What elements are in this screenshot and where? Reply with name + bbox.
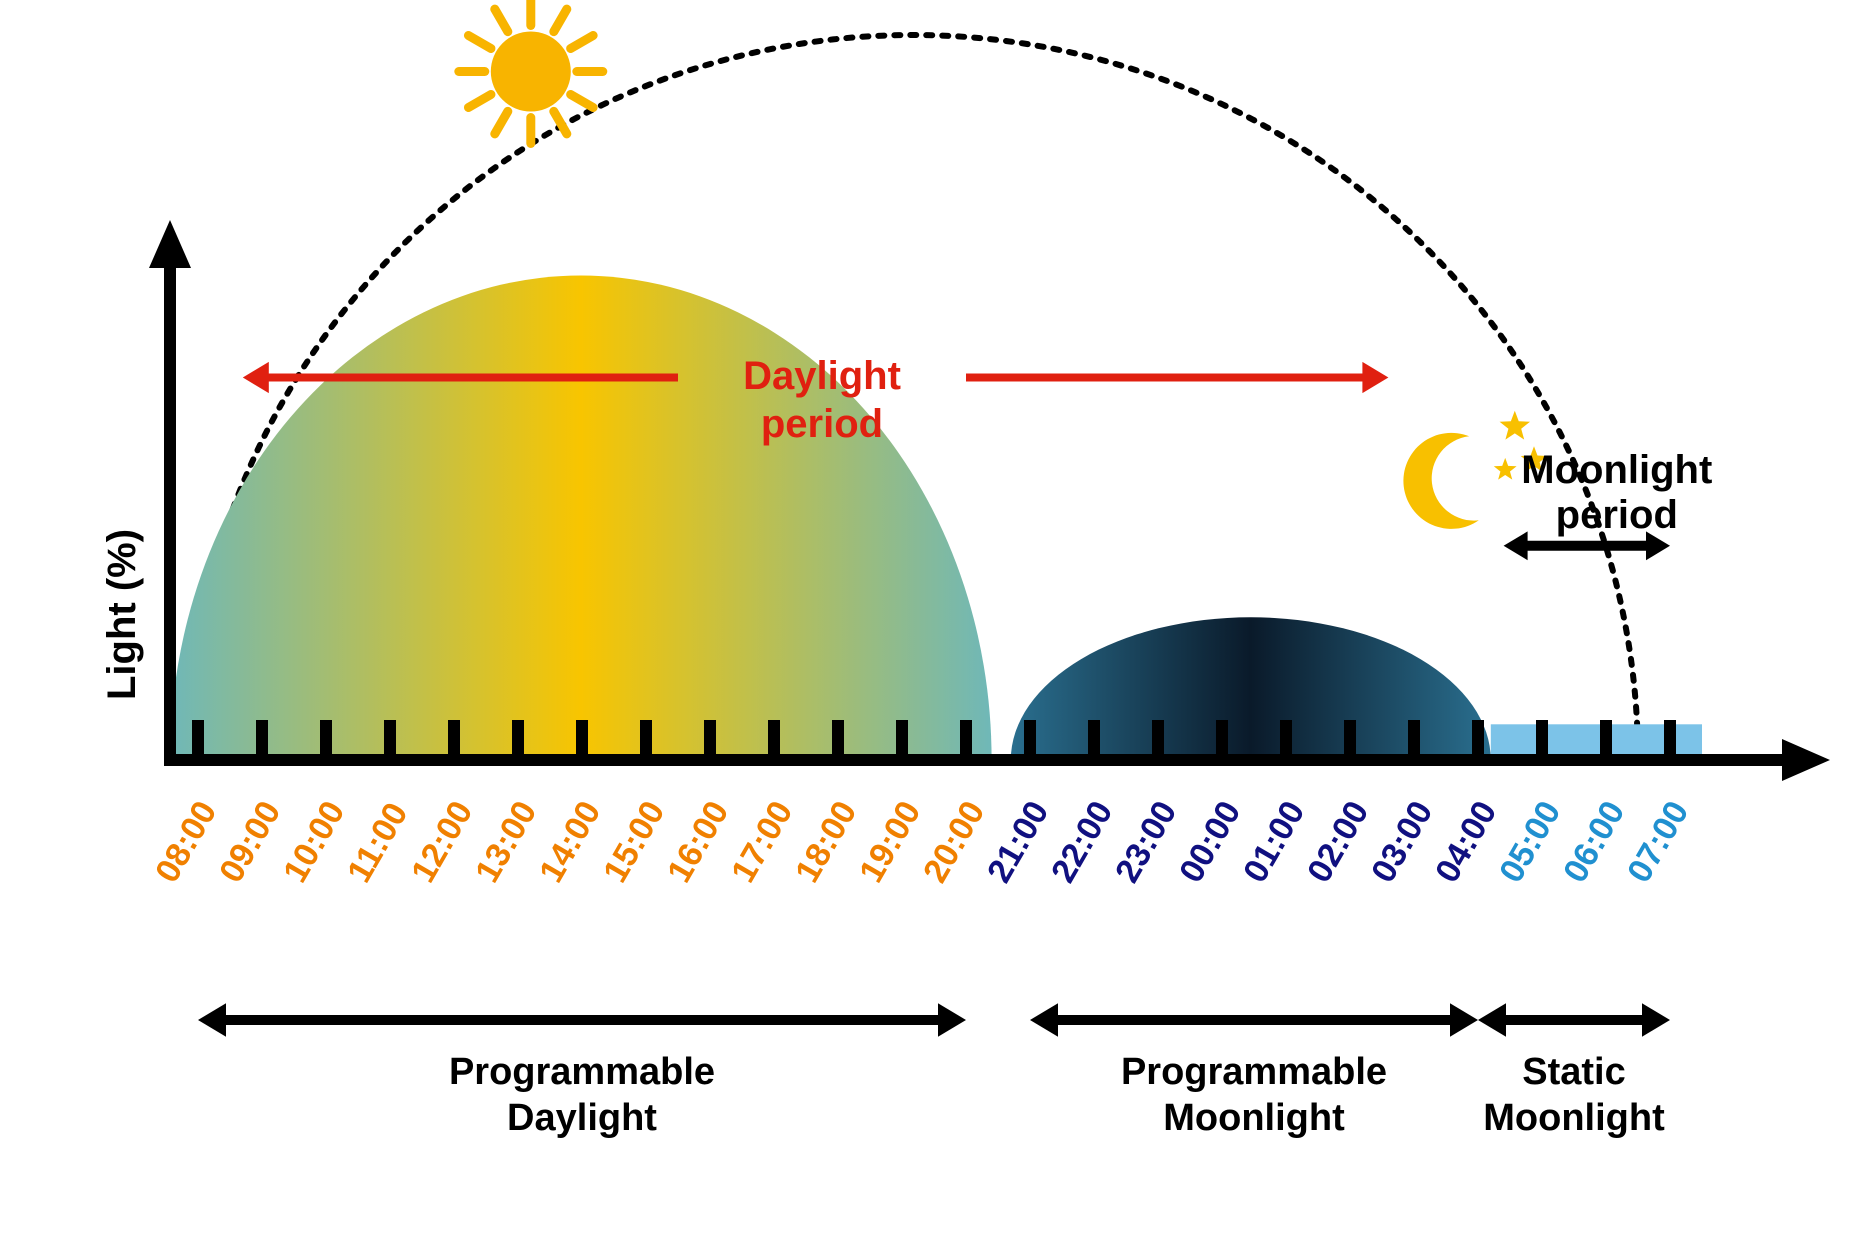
section-label: ProgrammableDaylight	[198, 1050, 966, 1141]
moonlight-period-label-1: Moonlight	[1494, 446, 1740, 494]
moonlight-period-label-2: period	[1494, 491, 1740, 539]
light-cycle-diagram: 08:0009:0010:0011:0012:0013:0014:0015:00…	[0, 0, 1860, 1236]
y-axis-label: Light (%)	[100, 529, 145, 700]
section-label-line: Moonlight	[1478, 1096, 1670, 1142]
section-label-line: Moonlight	[1030, 1096, 1478, 1142]
section-label: StaticMoonlight	[1478, 1050, 1670, 1141]
section-label-line: Programmable	[1030, 1050, 1478, 1096]
daylight-period-label: Daylight period	[678, 352, 966, 448]
section-label-line: Static	[1478, 1050, 1670, 1096]
section-label-line: Programmable	[198, 1050, 966, 1096]
section-label: ProgrammableMoonlight	[1030, 1050, 1478, 1141]
section-label-line: Daylight	[198, 1096, 966, 1142]
